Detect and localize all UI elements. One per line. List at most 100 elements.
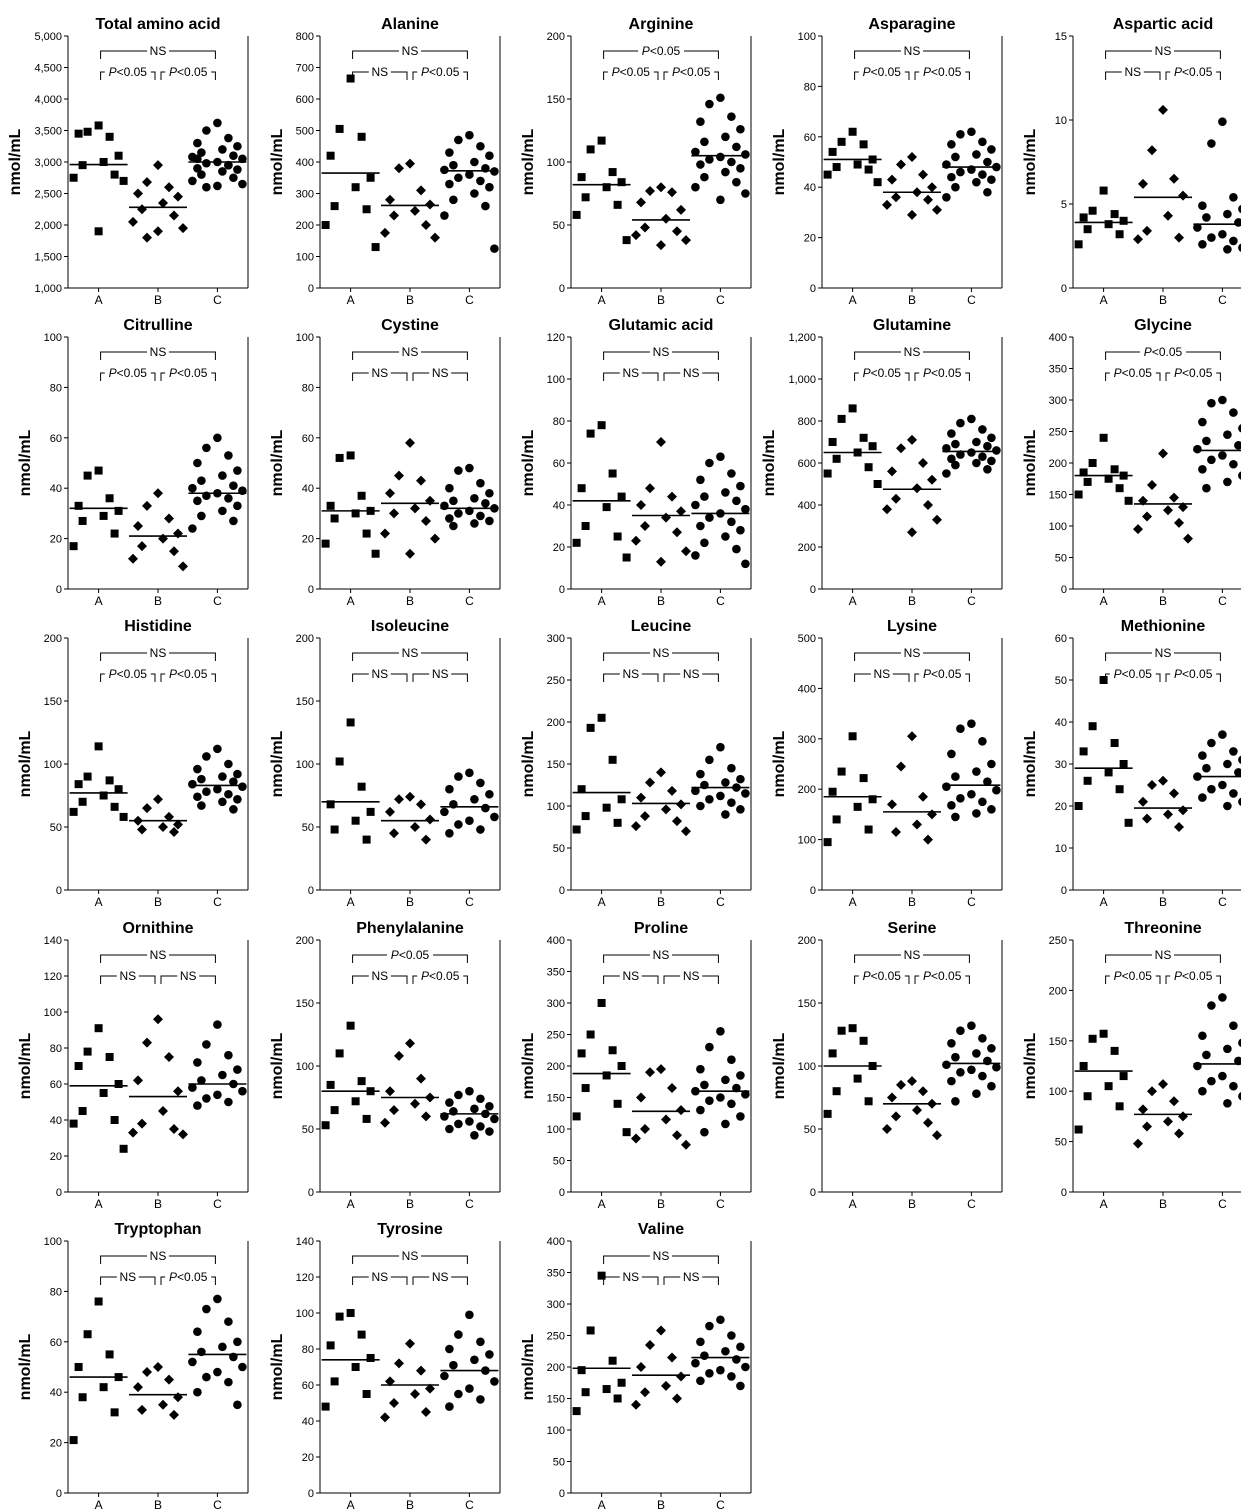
bracket-a-c-label: NS bbox=[1155, 948, 1172, 962]
bracket-a-c-right bbox=[169, 954, 216, 963]
bracket-b-c-right bbox=[211, 673, 216, 682]
data-point-b bbox=[667, 187, 677, 198]
data-point-b bbox=[421, 1111, 431, 1122]
data-point-c bbox=[213, 744, 222, 754]
data-point-a bbox=[99, 1383, 108, 1392]
data-point-b bbox=[667, 1083, 677, 1094]
data-point-a bbox=[119, 176, 128, 185]
data-point-a bbox=[346, 451, 355, 460]
data-point-b bbox=[672, 816, 682, 827]
data-point-c bbox=[213, 1294, 222, 1304]
bracket-b-c-label: NS bbox=[432, 667, 449, 681]
data-point-a bbox=[69, 807, 78, 816]
data-point-a bbox=[832, 163, 841, 172]
bracket-b-c-label: P<0.05 bbox=[169, 667, 208, 681]
y-tick-label: 120 bbox=[44, 971, 62, 983]
data-point-b bbox=[410, 1098, 420, 1109]
data-point-a bbox=[832, 1087, 841, 1096]
y-tick-label: 140 bbox=[296, 1236, 314, 1248]
data-point-a bbox=[330, 825, 339, 834]
data-point-c bbox=[942, 469, 951, 478]
y-tick-label: 0 bbox=[308, 283, 314, 295]
x-tick-label: B bbox=[406, 293, 414, 307]
data-point-b bbox=[425, 495, 435, 506]
data-point-a bbox=[1115, 785, 1124, 794]
data-point-a bbox=[577, 173, 586, 182]
data-point-c bbox=[947, 429, 956, 438]
data-point-b bbox=[133, 521, 143, 531]
x-tick-label: B bbox=[154, 1498, 162, 1509]
data-point-c bbox=[1218, 451, 1227, 460]
data-point-b bbox=[887, 799, 897, 810]
data-point-c bbox=[951, 182, 960, 192]
data-point-c bbox=[465, 816, 474, 825]
data-point-c bbox=[700, 1080, 709, 1090]
bracket-b-c-right bbox=[463, 975, 468, 984]
data-point-a bbox=[1115, 1102, 1124, 1111]
bracket-a-b-right bbox=[150, 71, 156, 80]
y-axis-label: nmol/mL bbox=[771, 128, 788, 195]
data-point-a bbox=[859, 433, 868, 442]
data-point-b bbox=[923, 834, 933, 845]
x-tick-label: C bbox=[967, 1197, 976, 1211]
y-tick-label: 100 bbox=[547, 801, 565, 813]
x-tick-label: C bbox=[213, 895, 222, 909]
data-point-a bbox=[828, 1049, 837, 1058]
data-point-b bbox=[681, 546, 691, 557]
y-tick-label: 80 bbox=[302, 1344, 314, 1356]
data-point-a bbox=[572, 538, 581, 547]
y-tick-label: 50 bbox=[1055, 675, 1067, 687]
data-point-c bbox=[716, 791, 725, 801]
data-point-a bbox=[94, 742, 103, 751]
data-point-c bbox=[691, 147, 700, 157]
y-tick-label: 0 bbox=[308, 885, 314, 897]
data-point-a bbox=[823, 469, 832, 478]
data-point-b bbox=[385, 1086, 395, 1097]
y-tick-label: 50 bbox=[553, 220, 565, 232]
data-point-a bbox=[597, 999, 606, 1007]
x-tick-label: A bbox=[95, 1498, 103, 1509]
panel-title: Cystine bbox=[381, 317, 439, 334]
data-point-a bbox=[346, 1309, 355, 1317]
data-point-c bbox=[716, 742, 725, 752]
y-tick-label: 60 bbox=[50, 1079, 62, 1091]
data-point-b bbox=[416, 185, 426, 196]
x-tick-label: A bbox=[95, 895, 103, 909]
data-point-c bbox=[727, 469, 736, 478]
data-point-a bbox=[581, 1084, 590, 1093]
data-point-b bbox=[667, 785, 677, 796]
data-point-c bbox=[188, 1083, 197, 1092]
y-tick-label: 100 bbox=[1049, 1086, 1067, 1098]
bracket-a-c-right bbox=[421, 1255, 468, 1264]
panel-title: Glutamine bbox=[873, 317, 951, 334]
data-point-b bbox=[173, 1086, 183, 1097]
panel-leucine: Leucine 0 50 100 150 200 250 300 nmol/mL A B C NS NS N… bbox=[520, 618, 752, 909]
y-tick-label: 1,000 bbox=[34, 283, 62, 295]
bracket-a-b-right bbox=[150, 372, 156, 381]
data-point-a bbox=[613, 200, 622, 209]
y-tick-label: 0 bbox=[559, 885, 565, 897]
bracket-a-c-label: NS bbox=[653, 345, 670, 359]
data-point-c bbox=[972, 809, 981, 818]
data-point-c bbox=[490, 812, 499, 822]
bracket-b-c-left bbox=[412, 1276, 430, 1285]
data-point-c bbox=[696, 769, 705, 779]
data-point-b bbox=[380, 227, 390, 238]
data-point-c bbox=[951, 152, 960, 162]
data-point-a bbox=[613, 1394, 622, 1403]
bracket-a-b-right bbox=[1155, 372, 1161, 381]
bracket-a-c-label: NS bbox=[904, 345, 921, 359]
data-point-c bbox=[741, 789, 750, 798]
panel-proline: Proline 0 50 100 150 200 250 300 350 400 nmol/mL A B… bbox=[520, 920, 752, 1211]
bracket-b-c-right bbox=[702, 975, 719, 984]
data-point-a bbox=[94, 466, 103, 475]
bracket-b-c-left bbox=[914, 975, 920, 984]
data-point-c bbox=[951, 772, 960, 781]
bracket-a-c-label: NS bbox=[402, 345, 419, 359]
data-point-c bbox=[727, 112, 736, 121]
data-point-a bbox=[105, 1053, 114, 1061]
data-point-a bbox=[321, 1402, 330, 1411]
y-tick-label: 0 bbox=[1061, 1187, 1067, 1199]
data-point-c bbox=[1202, 213, 1211, 222]
x-tick-label: B bbox=[908, 895, 916, 909]
